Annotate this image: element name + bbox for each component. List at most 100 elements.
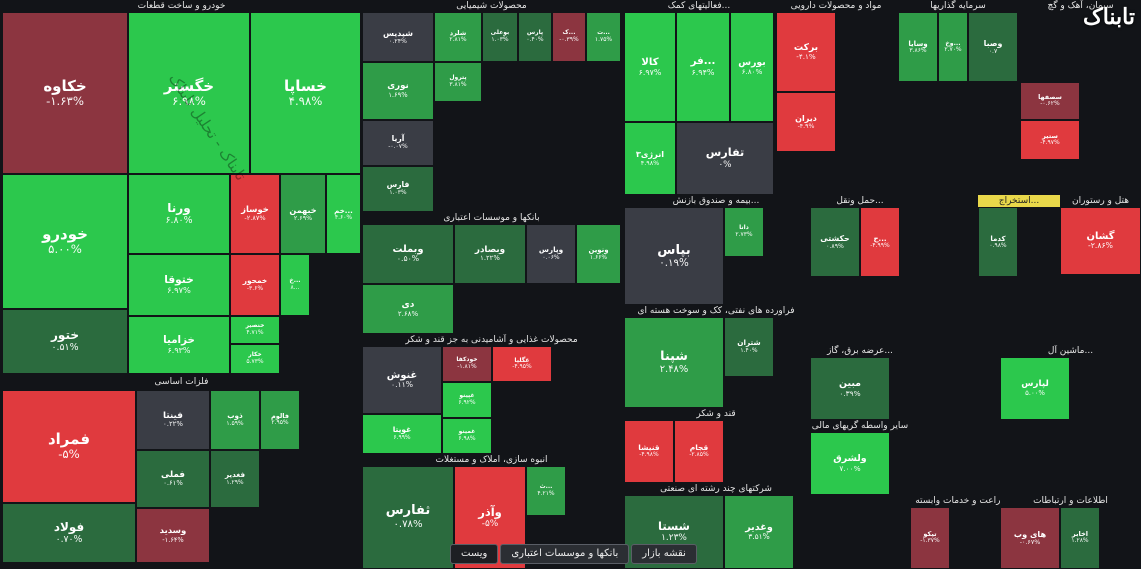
stock-tile[interactable]: غنوش ۰.۱۱% xyxy=(362,346,442,414)
breadcrumb-item-sector[interactable]: بانکها و موسسات اعتباری xyxy=(500,544,630,564)
stock-tile[interactable]: ولشرق ۷.۰۰% xyxy=(810,432,890,495)
stock-tile[interactable]: خبهمن ۲.۶۹% xyxy=(280,174,326,254)
sector-16[interactable]: سایر واسطه گریهای مالی ولشرق ۷.۰۰% xyxy=(810,420,910,495)
stock-symbol: شتران xyxy=(737,338,761,348)
stock-tile[interactable]: بوعلی ۱.۰۳% xyxy=(482,12,518,62)
stock-tile[interactable]: فینتا ۰.۲۲% xyxy=(136,390,210,450)
stock-tile[interactable]: خم... ۴.۶۰% xyxy=(326,174,361,254)
stock-tile[interactable]: خودکفا -۱.۸۱% xyxy=(442,346,492,382)
stock-tile[interactable]: فملی ۰.۶۱% xyxy=(136,450,210,508)
stock-tile[interactable]: گشان -۲.۸۶% xyxy=(1060,207,1141,275)
sector-17[interactable]: زراعت و خدمات وابسته تپکو -۱.۳۷% xyxy=(910,495,1010,569)
breadcrumb-item-stock[interactable]: ویست xyxy=(450,544,499,564)
sector-20[interactable]: استخراج... کدما ۰.۹۸% xyxy=(978,195,1060,345)
stock-tile[interactable]: فغدير ۱.۲۹% xyxy=(210,450,260,508)
breadcrumb-item-market-map[interactable]: نقشه بازار xyxy=(631,544,697,564)
stock-tile[interactable]: دانا ۲.۷۳% xyxy=(724,207,764,257)
stock-tile[interactable]: خنصير ۴.۷۱% xyxy=(230,316,280,344)
stock-tile[interactable]: دیران -۴.۹% xyxy=(776,92,836,152)
stock-tile[interactable]: وسایا ۳.۸۶% xyxy=(898,12,938,82)
sector-1[interactable]: فلزات اساسی فمراد -۵% فولاد ۰.۷۰% فینتا ۰.۲۲% ف… xyxy=(2,376,361,565)
sector-7[interactable]: مواد و محصولات دارویی برکت -۴.۱% دیران -۴.۹% xyxy=(776,0,896,195)
stock-tile[interactable]: بپاس ۰.۱۹% xyxy=(624,207,724,305)
stock-tile[interactable]: خ... ۸... xyxy=(280,254,310,316)
stock-tile[interactable]: شپدیس ۰.۲۴% xyxy=(362,12,434,62)
stock-tile[interactable]: خمحور -۳.۶% xyxy=(230,254,280,316)
stock-tile[interactable]: ک... -۰.۳۹% xyxy=(552,12,586,62)
stock-tile[interactable]: لپارس ۵.۰۰% xyxy=(1000,357,1070,420)
sector-4[interactable]: محصولات غذایی و آشامیدنی به جز قند و شکر… xyxy=(362,334,621,454)
stock-tile[interactable]: بورس ۶.۸۰% xyxy=(730,12,774,122)
stock-tile[interactable]: وغدير ۳.۵۱% xyxy=(724,495,794,569)
stock-tile[interactable]: نوری ۱.۶۹% xyxy=(362,62,434,120)
sector-2[interactable]: محصولات شیمیایی شپدیس ۰.۲۴% شلرد ۲.۸۱% بوعلی ۱… xyxy=(362,0,621,212)
stock-tile[interactable]: مبين ۰.۳۹% xyxy=(810,357,890,420)
stock-tile[interactable]: سصفها -۰.۶۲% xyxy=(1020,82,1080,120)
stock-tile[interactable]: ثفارس ۰.۷۸% xyxy=(362,466,454,569)
stock-tile[interactable]: وبملت ۰.۵۰% xyxy=(362,224,454,284)
sector-11[interactable]: فراورده های نفتی، کک و سوخت هسته ای شپنا ۲… xyxy=(624,305,808,408)
stock-tile[interactable]: قجام -۲.۸۵% xyxy=(674,420,724,483)
sector-15[interactable]: عرضه برق، گاز... مبين ۰.۳۹% xyxy=(810,345,910,420)
stock-tile[interactable]: آریا -۰.۰۷% xyxy=(362,120,434,166)
stock-tile[interactable]: تپکو -۱.۳۷% xyxy=(910,507,950,569)
stock-tile[interactable]: ورنا ۶.۸۰% xyxy=(128,174,230,254)
sector-13[interactable]: قند و شکر قنیشا -۴.۹۸% قجام -۲.۸۵% xyxy=(624,408,808,483)
stock-tile[interactable]: غگلپا -۴.۹۵% xyxy=(492,346,552,382)
stock-tile[interactable]: کدما ۰.۹۸% xyxy=(978,207,1018,277)
sector-0[interactable]: خودرو و ساخت قطعات خکاوه -۱.۶۳% خگستر ۶.۹۸% خ… xyxy=(2,0,361,376)
stock-tile[interactable]: خزامیا ۶.۹۳% xyxy=(128,316,230,374)
stock-tile[interactable]: پارس ۰.۴۰% xyxy=(518,12,552,62)
stock-tile[interactable]: خگستر ۶.۹۸% xyxy=(128,12,250,174)
stock-tile[interactable]: فالوم ۲.۹۵% xyxy=(260,390,300,450)
stock-tile[interactable]: وبصادر ۱.۲۲% xyxy=(454,224,526,284)
sector-6[interactable]: فعالیتهای کمک... کالا ۶.۹۷% فر... ۶.۹۴% بورس ۶… xyxy=(624,0,774,195)
stock-tile[interactable]: خساپا ۴.۹۸% xyxy=(250,12,361,174)
stock-tile[interactable]: وسدید -۱.۶۴% xyxy=(136,508,210,563)
stock-tile[interactable]: وخ... ۲.۷۰% xyxy=(938,12,968,82)
sector-10[interactable]: بیمه و صندوق بازنش... بپاس ۰.۱۹% دانا ۲.۷۳% xyxy=(624,195,808,305)
stock-tile[interactable]: پترول ۳.۸۱% xyxy=(434,62,482,102)
stock-tile[interactable]: غمینو ۶.۹۸% xyxy=(442,418,492,454)
stock-tile[interactable]: حکشتی ۰.۸۹% xyxy=(810,207,860,277)
stock-tile[interactable]: شپنا ۲.۴۸% xyxy=(624,317,724,408)
stock-tile[interactable]: وپارس ۰.۰۶% xyxy=(526,224,576,284)
stock-tile[interactable]: ختوقا ۶.۹۷% xyxy=(128,254,230,316)
stock-tile[interactable]: ختور ۰.۵۱% xyxy=(2,309,128,374)
stock-tile[interactable]: فولاد ۰.۷۰% xyxy=(2,503,136,563)
sector-3[interactable]: بانکها و موسسات اعتباری وبملت ۰.۵۰% وبصادر ۱… xyxy=(362,212,621,334)
stock-tile[interactable]: فمراد -۵% xyxy=(2,390,136,503)
stock-tile[interactable]: ث... ۴.۲۱% xyxy=(526,466,566,516)
stock-tile[interactable]: اخابر ۱.۲۸% xyxy=(1060,507,1100,569)
stock-tile[interactable]: ستير -۴.۹۷% xyxy=(1020,120,1080,160)
sector-8[interactable]: سرمایه گذاریها وسایا ۳.۸۶% وخ... ۲.۷۰% وصبا ۰.… xyxy=(898,0,1018,195)
stock-tile[interactable]: ت... ۱.۷۵% xyxy=(586,12,621,62)
stock-tile[interactable]: شتران ۱.۴۰% xyxy=(724,317,774,377)
stock-tile[interactable]: فر... ۶.۹۴% xyxy=(676,12,730,122)
stock-tile[interactable]: غپینو ۶.۹۲% xyxy=(442,382,492,418)
stock-tile[interactable]: فارس ۱.۰۳% xyxy=(362,166,434,212)
stock-tile[interactable]: شلرد ۲.۸۱% xyxy=(434,12,482,62)
stock-tile[interactable]: خوساز -۲.۸۷% xyxy=(230,174,280,254)
sector-18[interactable]: ماشین آل... لپارس ۵.۰۰% xyxy=(1000,345,1141,495)
stock-tile[interactable]: های وب -۰.۶۷% xyxy=(1000,507,1060,569)
stock-tile[interactable]: خکار ۵.۷۳% xyxy=(230,344,280,374)
stock-tile[interactable]: غویتا ۶.۹۹% xyxy=(362,414,442,454)
stock-tile[interactable]: خودرو ۵.۰۰% xyxy=(2,174,128,309)
sector-9[interactable]: سیمان، آهک و گچ سصفها -۰.۶۲% ستير -۴.۹۷% xyxy=(1020,0,1141,195)
stock-tile[interactable]: ونوین ۱.۶۶% xyxy=(576,224,621,284)
stock-tile[interactable]: ح... -۴.۹۹% xyxy=(860,207,900,277)
stock-tile[interactable]: ذوب ۱.۵۹% xyxy=(210,390,260,450)
stock-change: ۰.۵۰% xyxy=(396,254,420,264)
stock-tile[interactable]: تفارس ۰% xyxy=(676,122,774,195)
stock-tile[interactable]: دی ۲.۶۸% xyxy=(362,284,454,334)
stock-tile[interactable]: انرژی۳ ۴.۹۸% xyxy=(624,122,676,195)
sector-19[interactable]: هتل و رستوران گشان -۲.۸۶% xyxy=(1060,195,1141,345)
stock-tile[interactable]: قنیشا -۴.۹۸% xyxy=(624,420,674,483)
stock-tile[interactable]: خکاوه -۱.۶۳% xyxy=(2,12,128,174)
stock-tile[interactable]: وصبا ۰.۷ xyxy=(968,12,1018,82)
stock-tile[interactable]: کالا ۶.۹۷% xyxy=(624,12,676,122)
sector-21[interactable]: اطلاعات و ارتباطات های وب -۰.۶۷% اخابر ۱.۲۸% xyxy=(1000,495,1141,569)
sector-12[interactable]: حمل ونقل... حکشتی ۰.۸۹% ح... -۴.۹۹% xyxy=(810,195,910,345)
stock-tile[interactable]: برکت -۴.۱% xyxy=(776,12,836,92)
